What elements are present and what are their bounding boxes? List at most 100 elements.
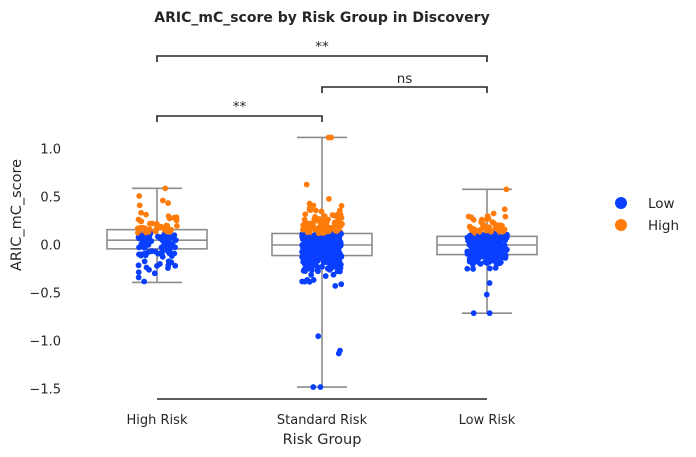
data-point: [468, 214, 475, 221]
data-point: [310, 224, 317, 231]
data-point: [152, 228, 159, 235]
data-point: [306, 200, 313, 207]
data-point: [135, 269, 142, 276]
data-point: [315, 333, 322, 340]
chart-title: ARIC_mC_score by Risk Group in Discovery: [154, 10, 489, 26]
data-point: [158, 224, 164, 231]
data-point: [465, 237, 472, 244]
data-point: [464, 265, 471, 272]
strip-points: [134, 134, 510, 390]
data-point: [492, 254, 498, 261]
data-point: [319, 236, 326, 243]
data-point: [306, 278, 313, 285]
data-point: [502, 213, 509, 220]
data-point: [165, 265, 171, 271]
data-point: [304, 261, 311, 268]
data-point: [146, 266, 152, 273]
legend-marker: [615, 197, 627, 209]
data-point: [330, 252, 337, 259]
significance-bracket: **: [156, 39, 488, 62]
data-point: [501, 242, 508, 249]
data-point: [320, 259, 327, 266]
data-point: [317, 384, 324, 390]
data-point: [337, 268, 343, 275]
data-point: [172, 237, 179, 243]
data-point: [333, 221, 340, 227]
data-point: [299, 231, 306, 238]
data-point: [309, 243, 315, 250]
data-point: [163, 228, 170, 235]
y-tick-label: −1.0: [29, 335, 61, 350]
data-point: [469, 261, 476, 268]
points-1: [134, 185, 180, 285]
data-point: [501, 206, 508, 213]
data-point: [476, 228, 483, 235]
data-point: [486, 265, 493, 272]
significance-label: **: [233, 99, 247, 115]
significance-annotations: ** ns **: [156, 39, 488, 122]
y-tick-label: −0.5: [29, 287, 61, 302]
data-point: [310, 234, 317, 241]
data-point: [159, 237, 166, 244]
data-point: [138, 252, 144, 259]
data-point: [135, 274, 142, 281]
data-point: [492, 264, 499, 271]
data-point: [486, 310, 493, 317]
data-point: [158, 251, 165, 258]
points-2: [299, 134, 345, 390]
data-point: [503, 186, 510, 193]
data-point: [488, 228, 494, 235]
y-axis-label: ARIC_mC_score: [9, 159, 25, 271]
data-point: [171, 214, 177, 221]
y-tick-label: 0.5: [40, 191, 61, 206]
significance-label: ns: [397, 71, 413, 87]
bracket-line: [321, 86, 488, 93]
data-point: [332, 282, 339, 289]
y-tick-label: −1.5: [29, 383, 61, 398]
legend: Low High: [615, 196, 679, 234]
data-point: [334, 241, 341, 248]
bracket-line: [156, 55, 488, 62]
data-point: [490, 210, 497, 217]
data-point: [148, 238, 155, 244]
data-point: [497, 259, 504, 266]
data-point: [501, 226, 508, 233]
data-point: [325, 134, 332, 141]
data-point: [165, 258, 172, 265]
data-point: [322, 254, 329, 261]
data-point: [136, 202, 143, 209]
data-point: [499, 254, 506, 261]
data-point: [478, 216, 485, 223]
data-point: [483, 291, 490, 298]
x-ticks: High Risk Standard Risk Low Risk: [127, 413, 516, 428]
legend-marker: [615, 219, 627, 231]
data-point: [162, 185, 169, 192]
data-point: [335, 211, 342, 218]
x-tick-label: Standard Risk: [277, 413, 368, 428]
data-point: [468, 226, 475, 233]
y-tick-label: 0.0: [40, 239, 61, 254]
data-point: [481, 223, 488, 230]
data-point: [323, 220, 329, 227]
data-point: [306, 206, 313, 213]
legend-label: High: [648, 218, 679, 234]
data-point: [470, 266, 477, 272]
data-point: [138, 209, 144, 216]
data-point: [475, 245, 482, 252]
data-point: [471, 252, 478, 259]
points-3: [464, 186, 510, 317]
data-point: [486, 224, 493, 231]
data-point: [487, 257, 494, 264]
data-point: [322, 246, 329, 253]
data-point: [494, 244, 501, 251]
data-point: [138, 233, 145, 239]
data-point: [303, 181, 310, 188]
data-point: [158, 244, 165, 251]
data-point: [135, 262, 142, 269]
data-point: [171, 250, 178, 257]
data-point: [470, 236, 477, 243]
data-point: [136, 193, 143, 199]
data-point: [145, 249, 152, 255]
data-point: [319, 263, 325, 270]
data-point: [482, 245, 489, 251]
